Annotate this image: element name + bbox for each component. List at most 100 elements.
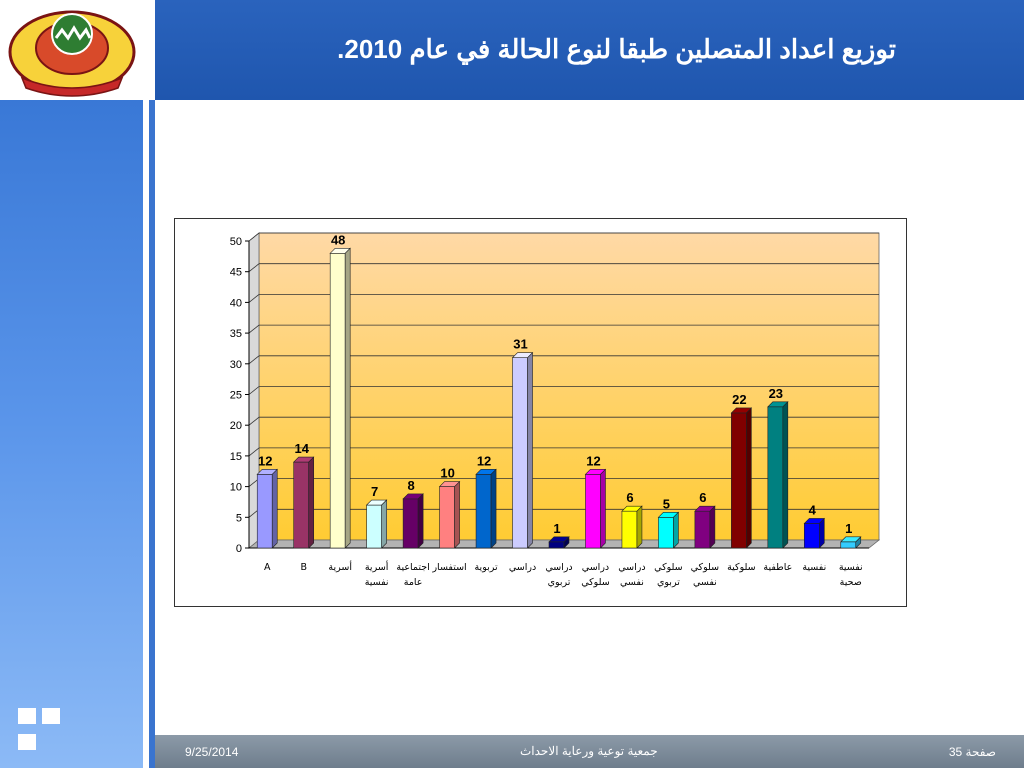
bar: [840, 536, 862, 549]
data-label: 31: [513, 337, 527, 352]
x-tick-label: دراسي نفسي: [618, 562, 645, 588]
header-bar: توزيع اعداد المتصلين طبقا لنوع الحالة في…: [155, 0, 1024, 100]
data-label: 12: [586, 453, 600, 468]
bar-side: [417, 493, 424, 549]
data-label: 23: [769, 386, 783, 401]
bar: [511, 351, 534, 549]
data-label: 7: [371, 484, 378, 499]
data-label: 48: [331, 232, 345, 247]
bar: [803, 517, 826, 549]
bar-front: [694, 510, 711, 549]
chart-frame: 0 5 10 15 20 25 30 35 40 45 50 12 A 14 B 48 أسرية 7 أسرية ن…: [174, 218, 907, 607]
x-tick-label: سلوكي نفسي: [691, 562, 719, 588]
organization-logo-icon: [8, 10, 136, 97]
bar-front: [585, 474, 601, 549]
gridline-side: [248, 324, 260, 334]
bar-front: [803, 523, 820, 549]
bar: [475, 468, 497, 549]
bar-side: [308, 456, 315, 549]
data-label: 5: [663, 496, 670, 511]
decor-square-icon: [18, 734, 36, 750]
sidebar-gradient: [0, 0, 143, 768]
x-tick-label: نفسية صحية: [839, 562, 863, 588]
data-label: 8: [408, 478, 415, 493]
bar: [402, 493, 424, 549]
gridline-side: [248, 263, 260, 273]
x-tick-label: دراسي تربوي: [545, 562, 572, 588]
bar-side: [782, 401, 789, 549]
data-label: 14: [294, 441, 309, 456]
x-tick-label: سلوكي تربوي: [654, 562, 682, 588]
bar-front: [256, 474, 273, 549]
y-tick-label: 25: [230, 390, 242, 402]
bar: [730, 407, 753, 549]
gridline-side: [248, 232, 260, 242]
x-tick-label: B: [300, 562, 307, 573]
bar-front: [658, 516, 674, 549]
page-title: توزيع اعداد المتصلين طبقا لنوع الحالة في…: [337, 34, 896, 64]
x-tick-label: A: [264, 562, 271, 573]
data-label: 12: [258, 453, 272, 468]
bar: [621, 505, 643, 549]
bar: [292, 456, 315, 549]
y-tick-label: 45: [230, 267, 242, 279]
data-label: 6: [699, 490, 706, 505]
data-label: 6: [626, 490, 633, 505]
y-tick-label: 50: [230, 236, 242, 248]
y-tick-label: 20: [230, 420, 242, 432]
x-tick-label: أسرية نفسية: [365, 560, 389, 588]
x-tick-label: نفسية: [802, 562, 826, 573]
bar: [694, 505, 716, 549]
bar-side: [271, 468, 278, 549]
bar-front: [329, 252, 346, 549]
gridline-side: [248, 355, 260, 365]
decor-square-icon: [42, 708, 60, 724]
bar-front: [402, 498, 419, 549]
bar: [256, 468, 278, 549]
gridline-side: [248, 416, 260, 426]
bar-front: [621, 510, 638, 549]
y-tick-label: 10: [230, 482, 242, 494]
x-tick-label: تربوية: [474, 562, 498, 573]
y-tick-label: 40: [230, 297, 242, 309]
bar-side: [746, 407, 752, 549]
bar: [584, 468, 607, 549]
data-label: 1: [845, 521, 852, 536]
footer-organization: جمعية توعية ورعاية الاحداث: [520, 744, 658, 758]
footer-bar: 9/25/2014 جمعية توعية ورعاية الاحداث صفح…: [155, 735, 1024, 768]
x-tick-label: سلوكية: [727, 562, 756, 573]
bar-side: [527, 351, 533, 549]
y-tick-label: 35: [230, 328, 242, 340]
x-tick-label: اجتماعية عامة: [396, 562, 429, 588]
bar-front: [366, 504, 382, 549]
bar: [657, 511, 680, 549]
y-tick-label: 5: [236, 512, 242, 524]
x-tick-label: عاطفية: [763, 562, 792, 573]
data-label: 1: [553, 521, 560, 536]
data-label: 4: [809, 502, 817, 517]
data-label: 10: [440, 466, 454, 481]
bar-front: [767, 406, 784, 549]
bar-side: [381, 499, 387, 549]
bar: [548, 536, 570, 549]
sidebar-inner-stripe: [149, 100, 155, 768]
bar-side: [855, 536, 862, 549]
y-tick-label: 15: [230, 451, 242, 463]
x-tick-label: دراسي سلوكي: [581, 562, 609, 588]
y-tick-label: 0: [236, 543, 242, 555]
gridline-side: [248, 447, 260, 457]
footer-date: 9/25/2014: [185, 745, 239, 759]
bar-side: [563, 536, 570, 549]
sidebar-divider: [143, 0, 149, 768]
data-label: 22: [732, 392, 746, 407]
bar-front: [293, 461, 310, 549]
x-tick-label: أسرية: [328, 560, 352, 573]
decor-square-icon: [18, 708, 36, 724]
bar-side: [818, 517, 825, 549]
bar: [767, 401, 789, 549]
bar-front: [439, 486, 455, 549]
logo-area: [0, 0, 143, 100]
bar-side: [600, 468, 606, 549]
bar: [329, 247, 351, 549]
